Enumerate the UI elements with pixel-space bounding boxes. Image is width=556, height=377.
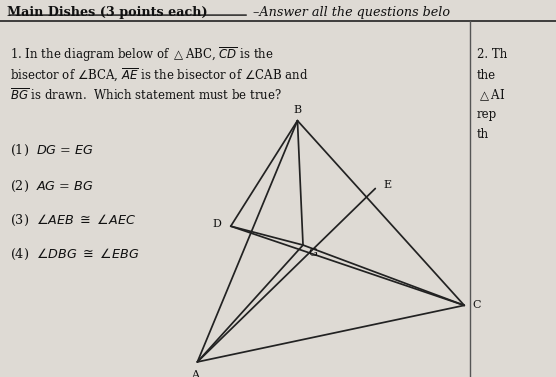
Text: C: C xyxy=(472,300,481,310)
Text: th: th xyxy=(477,129,489,141)
Text: (1)  $DG$ = $EG$: (1) $DG$ = $EG$ xyxy=(10,143,94,158)
Text: rep: rep xyxy=(477,109,497,121)
Text: $\overline{BG}$ is drawn.  Which statement must be true?: $\overline{BG}$ is drawn. Which statemen… xyxy=(10,87,282,103)
Text: 1. In the diagram below of $\triangle$ABC, $\overline{CD}$ is the: 1. In the diagram below of $\triangle$AB… xyxy=(10,45,274,64)
Text: D: D xyxy=(212,219,221,229)
Text: (2)  $AG$ = $BG$: (2) $AG$ = $BG$ xyxy=(10,179,93,194)
Text: the: the xyxy=(477,69,496,82)
Text: bisector of $\angle$BCA, $\overline{AE}$ is the bisector of $\angle$CAB and: bisector of $\angle$BCA, $\overline{AE}$… xyxy=(10,67,308,84)
Text: (3)  $\angle AEB$ $\cong$ $\angle AEC$: (3) $\angle AEB$ $\cong$ $\angle AEC$ xyxy=(10,213,136,228)
Text: (4)  $\angle DBG$ $\cong$ $\angle EBG$: (4) $\angle DBG$ $\cong$ $\angle EBG$ xyxy=(10,247,140,262)
Text: G: G xyxy=(309,248,317,258)
Text: $\triangle$AI: $\triangle$AI xyxy=(477,87,505,103)
Text: E: E xyxy=(384,181,391,190)
Text: A: A xyxy=(191,370,198,377)
Text: Main Dishes (3 points each): Main Dishes (3 points each) xyxy=(7,6,207,18)
Text: B: B xyxy=(294,105,301,115)
Text: 2. Th: 2. Th xyxy=(477,48,507,61)
Text: –Answer all the questions belo: –Answer all the questions belo xyxy=(249,6,450,18)
